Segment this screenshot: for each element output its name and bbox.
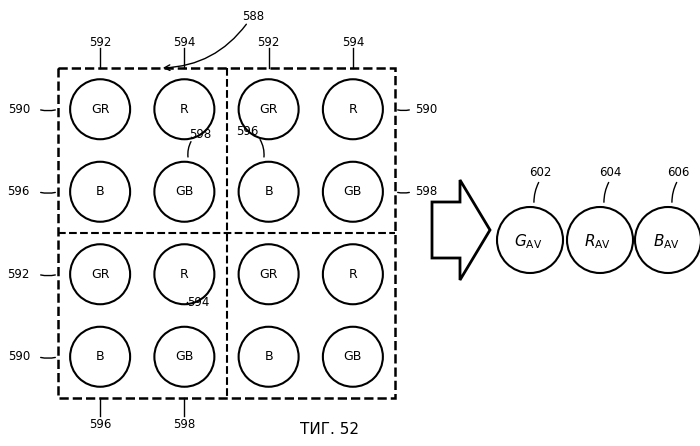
Text: 596: 596 <box>237 125 258 138</box>
Text: 590: 590 <box>415 103 438 116</box>
Text: 598: 598 <box>174 417 195 430</box>
Text: B: B <box>265 350 273 363</box>
Text: GR: GR <box>260 268 278 281</box>
Text: 598: 598 <box>415 185 438 198</box>
Text: 594: 594 <box>188 296 210 309</box>
Text: GB: GB <box>175 185 194 198</box>
Text: 590: 590 <box>8 350 30 363</box>
Text: $B_{\mathrm{AV}}$: $B_{\mathrm{AV}}$ <box>652 233 680 252</box>
Text: 598: 598 <box>190 128 211 141</box>
Text: GB: GB <box>344 350 362 363</box>
Text: R: R <box>349 103 357 116</box>
Text: 594: 594 <box>342 36 364 49</box>
Text: 606: 606 <box>667 165 690 178</box>
Text: R: R <box>180 268 189 281</box>
Text: 590: 590 <box>8 103 30 116</box>
Text: GR: GR <box>91 268 109 281</box>
Text: 592: 592 <box>258 36 280 49</box>
Text: 592: 592 <box>8 268 30 281</box>
Text: ΤИГ. 52: ΤИГ. 52 <box>300 422 360 438</box>
Text: 602: 602 <box>528 165 551 178</box>
Text: 588: 588 <box>242 11 264 24</box>
Text: B: B <box>96 350 104 363</box>
Bar <box>58 68 395 398</box>
Text: 592: 592 <box>89 36 111 49</box>
Text: $G_{\mathrm{AV}}$: $G_{\mathrm{AV}}$ <box>514 233 542 252</box>
Text: 604: 604 <box>598 165 621 178</box>
Text: 596: 596 <box>8 185 30 198</box>
Text: GR: GR <box>260 103 278 116</box>
Text: 596: 596 <box>89 417 111 430</box>
Text: 594: 594 <box>173 36 195 49</box>
Text: $R_{\mathrm{AV}}$: $R_{\mathrm{AV}}$ <box>584 233 612 252</box>
Text: B: B <box>265 185 273 198</box>
Text: R: R <box>180 103 189 116</box>
Polygon shape <box>432 180 490 280</box>
Text: R: R <box>349 268 357 281</box>
Text: GR: GR <box>91 103 109 116</box>
Text: B: B <box>96 185 104 198</box>
Text: GB: GB <box>175 350 194 363</box>
Text: GB: GB <box>344 185 362 198</box>
